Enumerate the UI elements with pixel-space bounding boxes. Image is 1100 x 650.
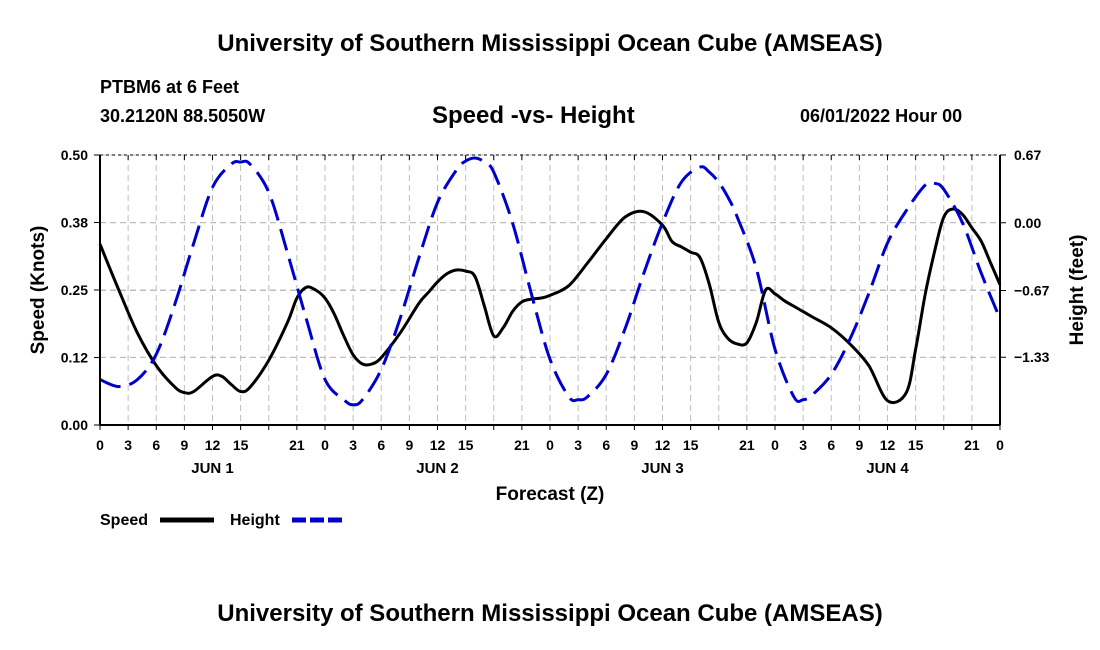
x-tick-label: 0: [996, 437, 1004, 453]
y-tick-label: 0.50: [61, 147, 88, 163]
x-axis-title: Forecast (Z): [496, 484, 605, 505]
y2-tick-label: 0.00: [1014, 215, 1041, 231]
x-tick-label: 6: [152, 437, 160, 453]
x-tick-label: 21: [514, 437, 530, 453]
x-tick-label: 15: [233, 437, 249, 453]
y2-axis-title: Height (feet): [1067, 235, 1088, 346]
series-height-line: [99, 156, 1002, 407]
series-speed-line: [98, 207, 1002, 405]
day-label: JUN 3: [641, 460, 684, 477]
station-label: PTBM6 at 6 Feet: [100, 77, 240, 97]
x-tick-label: 0: [321, 437, 329, 453]
x-tick-label: 6: [827, 437, 835, 453]
axes-layer: 0 3 6 9 12 15 21 0 3 6 9 12 15 21 0 3 6 9 12 15 21 0 3 6 9 12 15 21…: [28, 147, 1088, 505]
y2-tick-label: −1.33: [1014, 349, 1050, 365]
x-tick-label: 9: [405, 437, 413, 453]
y-tick-label: 0.12: [61, 350, 88, 366]
x-tick-label: 21: [739, 437, 755, 453]
x-tick-label: 0: [96, 437, 104, 453]
y-tick-label: 0.25: [61, 282, 88, 298]
x-tick-label: 3: [574, 437, 582, 453]
x-tick-label: 21: [964, 437, 980, 453]
x-tick-label: 6: [602, 437, 610, 453]
y-axis-title: Speed (Knots): [28, 226, 49, 355]
coordinates-label: 30.2120N 88.5050W: [100, 106, 266, 126]
x-tick-label: 3: [799, 437, 807, 453]
x-tick-label: 15: [683, 437, 699, 453]
page-title: University of Southern Mississippi Ocean…: [217, 30, 883, 57]
y2-tick-label: 0.67: [1014, 147, 1041, 163]
day-label: JUN 4: [866, 460, 909, 477]
day-label: JUN 1: [191, 460, 234, 477]
x-tick-label: 12: [205, 437, 221, 453]
legend: Speed Height: [100, 512, 342, 529]
legend-label-speed: Speed: [100, 512, 148, 529]
grid-lines: [100, 154, 1000, 425]
series-layer: [98, 156, 1002, 407]
legend-label-height: Height: [230, 512, 280, 529]
x-tick-label: 12: [655, 437, 671, 453]
x-tick-label: 15: [908, 437, 924, 453]
y-tick-label: 0.00: [61, 417, 88, 433]
x-tick-label: 12: [430, 437, 446, 453]
x-tick-label: 12: [880, 437, 896, 453]
x-tick-label: 0: [546, 437, 554, 453]
x-tick-label: 9: [180, 437, 188, 453]
x-tick-label: 6: [377, 437, 385, 453]
x-tick-label: 3: [124, 437, 132, 453]
x-tick-label: 0: [771, 437, 779, 453]
y-tick-label: 0.38: [61, 215, 88, 231]
footer-title: University of Southern Mississippi Ocean…: [217, 600, 883, 627]
x-tick-label: 9: [630, 437, 638, 453]
day-label: JUN 2: [416, 460, 459, 477]
x-tick-label: 21: [289, 437, 305, 453]
x-tick-label: 3: [349, 437, 357, 453]
y2-tick-label: −0.67: [1014, 283, 1050, 299]
x-tick-label: 15: [458, 437, 474, 453]
date-label: 06/01/2022 Hour 00: [800, 106, 963, 126]
chart-title: Speed -vs- Height: [432, 102, 635, 129]
x-tick-label: 9: [855, 437, 863, 453]
